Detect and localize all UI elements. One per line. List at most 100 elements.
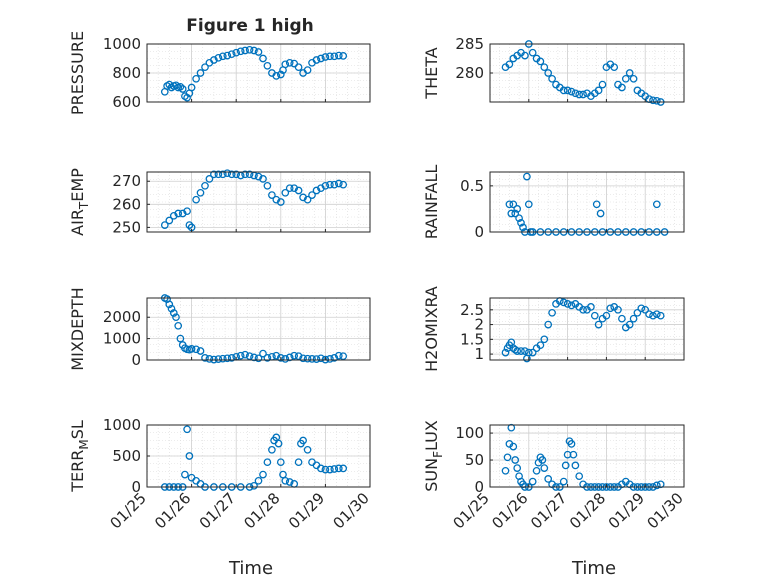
data-point <box>167 304 176 313</box>
data-point <box>308 355 316 363</box>
data-point <box>196 69 205 77</box>
axes-box <box>489 171 685 233</box>
data-point <box>259 175 267 183</box>
data-point <box>507 209 516 218</box>
data-point <box>548 308 556 317</box>
data-series <box>160 294 348 364</box>
data-point <box>571 461 580 470</box>
data-point <box>596 209 605 218</box>
data-point <box>263 181 272 190</box>
data-point <box>245 170 254 179</box>
data-point <box>205 175 214 183</box>
data-point <box>169 211 178 220</box>
y-tick-label: 0 <box>131 478 141 496</box>
data-point <box>567 87 576 96</box>
data-point <box>334 464 343 473</box>
data-point <box>183 93 191 102</box>
data-point <box>308 191 316 199</box>
x-tick-label: 01/26 <box>488 489 531 532</box>
data-point <box>241 46 249 55</box>
data-point <box>223 354 232 363</box>
data-point <box>303 195 312 204</box>
data-point <box>214 53 223 62</box>
data-point <box>196 347 205 355</box>
data-point <box>281 188 290 197</box>
y-tick-label: 600 <box>112 93 141 111</box>
data-point <box>176 334 185 343</box>
y-tick-label: 1000 <box>103 416 141 434</box>
data-point <box>339 52 348 60</box>
data-point <box>285 478 294 486</box>
data-point <box>227 354 236 362</box>
data-point <box>272 72 281 80</box>
data-point <box>538 456 547 464</box>
data-point <box>334 51 343 60</box>
data-point <box>559 86 568 95</box>
data-point <box>165 300 174 309</box>
data-point <box>268 445 276 454</box>
data-point <box>294 458 303 467</box>
y-tick-label: 250 <box>112 218 141 236</box>
data-point <box>528 348 537 357</box>
data-point <box>625 69 634 77</box>
data-point <box>272 351 281 360</box>
y-tick-label: 500 <box>112 447 141 465</box>
data-point <box>594 86 603 95</box>
subplot-mixdepth: 0 1000 2000 MIXDEPTH <box>68 287 371 371</box>
data-point <box>317 54 325 63</box>
axes-box <box>146 297 371 361</box>
y-axis-label: AIRTEMP <box>68 168 91 236</box>
y-axis-label: H2OMIXRA <box>422 286 441 372</box>
data-point <box>290 184 299 193</box>
data-point <box>274 439 283 448</box>
data-point <box>561 461 570 470</box>
data-point <box>299 193 307 202</box>
data-point <box>218 170 227 179</box>
data-point <box>641 305 650 314</box>
data-point <box>575 472 584 481</box>
data-point <box>509 200 518 209</box>
x-tick-label: 01/30 <box>644 489 687 532</box>
data-point <box>317 354 325 363</box>
x-tick-label: 01/29 <box>285 489 328 532</box>
data-point <box>629 314 638 323</box>
data-point <box>515 214 523 223</box>
x-tick-label: 01/27 <box>196 489 239 532</box>
data-point <box>187 345 196 353</box>
data-point <box>326 180 334 189</box>
data-point <box>183 425 191 434</box>
data-point <box>321 53 330 61</box>
x-tick-label: 01/28 <box>240 489 283 532</box>
data-point <box>192 74 200 83</box>
y-tick-label: 800 <box>112 64 141 82</box>
data-point <box>618 314 626 323</box>
y-tick-label: 0 <box>474 223 484 241</box>
data-point <box>544 320 553 329</box>
data-point <box>241 350 249 359</box>
data-point <box>523 172 531 181</box>
data-point <box>214 355 223 363</box>
y-tick-label: 2.5 <box>460 301 484 319</box>
data-point <box>540 335 549 344</box>
data-point <box>294 352 303 361</box>
data-point <box>263 354 272 362</box>
data-point <box>513 464 522 472</box>
data-point <box>540 464 549 472</box>
axes-box <box>489 424 685 488</box>
y-tick-label: 1000 <box>103 35 141 53</box>
data-point <box>259 349 267 358</box>
data-point <box>592 200 601 209</box>
data-point <box>339 180 348 189</box>
y-tick-label: 0 <box>131 351 141 369</box>
data-point <box>227 50 236 59</box>
data-point <box>326 465 334 474</box>
data-point <box>196 188 205 197</box>
data-point <box>210 170 218 179</box>
x-tick-label: 01/25 <box>450 489 493 532</box>
data-point <box>254 354 263 363</box>
data-point <box>625 320 634 329</box>
data-point <box>218 354 227 363</box>
data-point <box>321 181 330 190</box>
data-point <box>602 311 611 320</box>
